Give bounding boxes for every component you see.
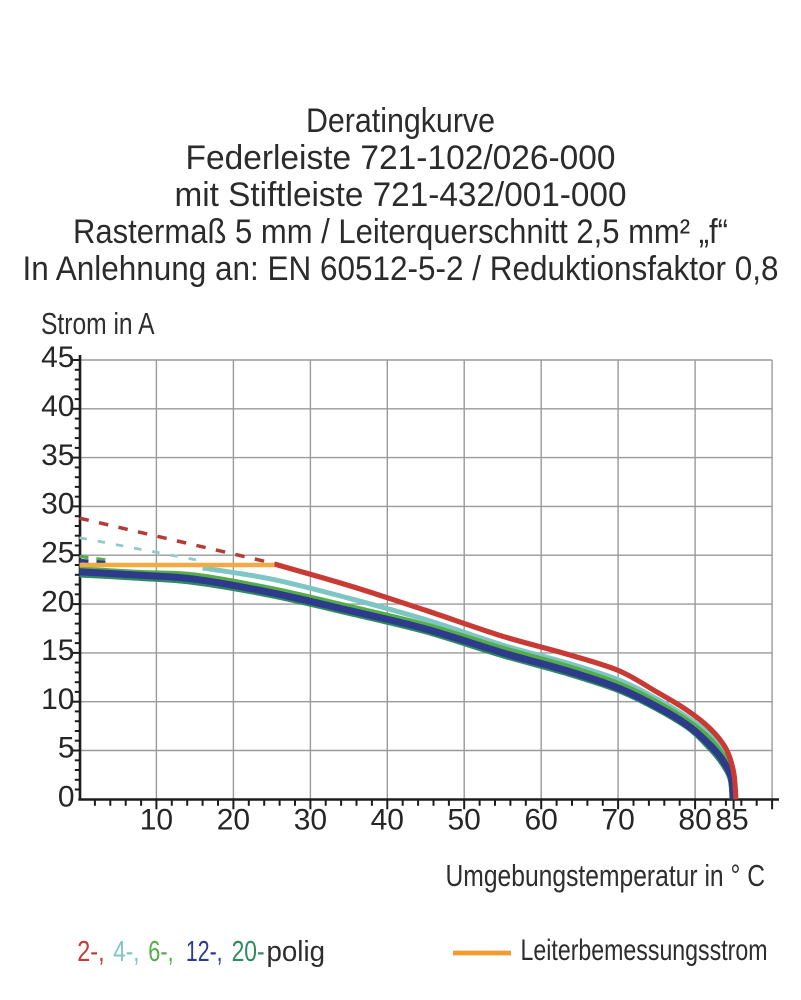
svg-text:4-,: 4-, — [113, 936, 139, 968]
svg-text:Strom in A: Strom in A — [41, 306, 155, 341]
svg-text:40: 40 — [41, 390, 74, 423]
svg-text:10: 10 — [140, 804, 173, 837]
svg-text:50: 50 — [448, 804, 481, 837]
svg-text:60: 60 — [525, 804, 558, 837]
svg-text:30: 30 — [294, 804, 327, 837]
svg-text:40: 40 — [371, 804, 404, 837]
svg-text:20: 20 — [41, 585, 74, 618]
svg-text:10: 10 — [41, 683, 74, 716]
svg-text:85: 85 — [715, 804, 748, 837]
svg-text:35: 35 — [41, 439, 74, 472]
svg-text:0: 0 — [58, 781, 75, 814]
svg-text:80: 80 — [678, 804, 711, 837]
svg-text:6-,: 6-, — [148, 936, 173, 968]
svg-text:2-,: 2-, — [77, 936, 104, 968]
svg-text:20-: 20- — [232, 936, 265, 968]
svg-text:12-,: 12-, — [186, 936, 223, 968]
svg-text:Leiterbemessungsstrom: Leiterbemessungsstrom — [521, 934, 768, 967]
svg-text:polig: polig — [267, 936, 326, 968]
svg-text:mit Stiftleiste 721-432/001-00: mit Stiftleiste 721-432/001-000 — [175, 176, 627, 214]
svg-text:Deratingkurve: Deratingkurve — [306, 102, 495, 140]
svg-text:In Anlehnung an: EN 60512-5-2: In Anlehnung an: EN 60512-5-2 / Reduktio… — [23, 250, 779, 288]
svg-text:Umgebungstemperatur in ° C: Umgebungstemperatur in ° C — [446, 858, 766, 893]
svg-text:70: 70 — [601, 804, 634, 837]
svg-text:30: 30 — [41, 488, 74, 521]
svg-text:25: 25 — [41, 537, 74, 570]
svg-text:Rastermaß 5 mm / Leiterquersch: Rastermaß 5 mm / Leiterquerschnitt 2,5 m… — [73, 213, 728, 251]
svg-text:20: 20 — [217, 804, 250, 837]
svg-text:5: 5 — [58, 732, 75, 765]
svg-text:15: 15 — [41, 634, 74, 667]
svg-text:Federleiste 721-102/026-000: Federleiste 721-102/026-000 — [186, 139, 616, 177]
svg-text:45: 45 — [41, 341, 74, 374]
